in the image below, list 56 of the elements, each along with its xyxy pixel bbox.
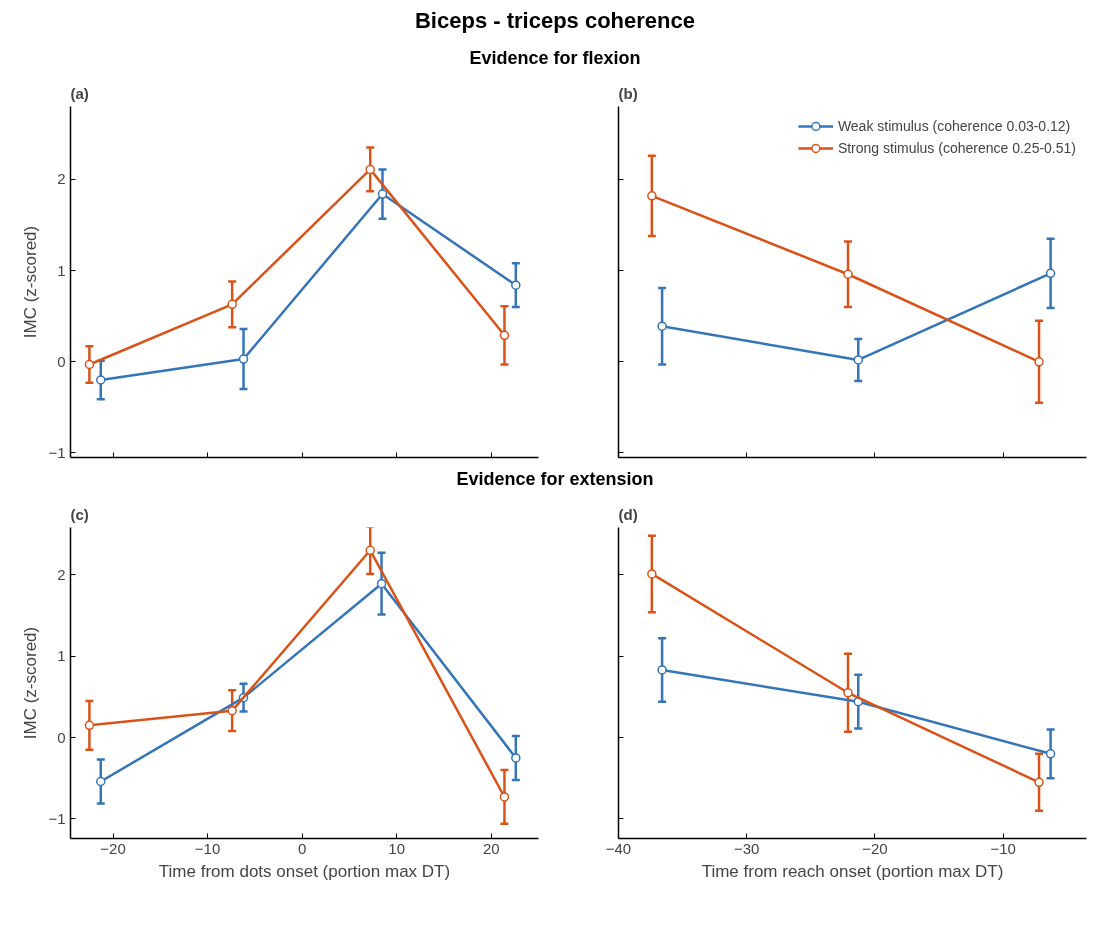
- point: [84, 720, 95, 730]
- point: [84, 359, 95, 370]
- x-tick-label: −10: [194, 839, 221, 857]
- point: [365, 545, 375, 555]
- point: [657, 321, 667, 332]
- x-tick-label: 0: [297, 839, 307, 857]
- x-tick-label: 20: [482, 839, 500, 857]
- x-tick-label: 10: [388, 839, 406, 857]
- chart-subtitle: Evidence for extension: [456, 468, 654, 492]
- point: [511, 752, 521, 763]
- point: [499, 792, 510, 802]
- legend-label: Strong stimulus (coherence 0.25-0.51): [837, 140, 1076, 157]
- y-tick-label: 0: [57, 728, 66, 746]
- point: [511, 280, 521, 291]
- point: [647, 191, 657, 201]
- x-tick-label: −10: [990, 839, 1016, 857]
- point: [365, 164, 375, 175]
- x-tick-label: −20: [862, 839, 888, 857]
- point: [238, 354, 249, 364]
- y-tick-label: −1: [48, 444, 66, 462]
- y-tick-label: 0: [57, 352, 66, 370]
- point: [377, 189, 388, 199]
- point: [96, 375, 106, 385]
- y-tick-label: 1: [57, 646, 66, 664]
- x-axis-title: Time from reach onset (portion max DT): [701, 861, 1004, 881]
- point: [227, 705, 237, 716]
- text: (d): [618, 505, 638, 523]
- y-tick-label: 2: [57, 565, 66, 583]
- point: [1034, 777, 1044, 787]
- point: [1045, 748, 1056, 759]
- point: [647, 568, 657, 579]
- x-tick-label: −30: [734, 839, 760, 857]
- x-axis-title: Time from dots onset (portion max DT): [158, 861, 451, 881]
- point: [1034, 357, 1044, 367]
- chart-title: Biceps - triceps coherence: [414, 7, 695, 35]
- text: (b): [618, 84, 638, 102]
- point: [1045, 268, 1056, 279]
- y-tick-label: 1: [57, 261, 66, 279]
- point: [499, 330, 510, 341]
- point: [843, 687, 853, 698]
- legend-label: Weak stimulus (coherence 0.03-0.12): [837, 118, 1071, 135]
- y-axis-title: IMC (z-scored): [21, 225, 41, 339]
- chart-subtitle: Evidence for flexion: [469, 47, 641, 71]
- point: [657, 665, 667, 675]
- y-axis-title: IMC (z-scored): [21, 626, 41, 740]
- text: (c): [70, 505, 89, 523]
- point: [853, 355, 864, 365]
- y-tick-label: 2: [57, 170, 66, 188]
- x-tick-label: −40: [605, 839, 632, 857]
- point: [843, 269, 853, 280]
- point: [376, 578, 387, 589]
- point: [96, 776, 106, 787]
- y-tick-label: −1: [48, 809, 66, 827]
- x-tick-label: −20: [100, 839, 126, 857]
- point: [227, 299, 237, 310]
- text: (a): [70, 84, 89, 102]
